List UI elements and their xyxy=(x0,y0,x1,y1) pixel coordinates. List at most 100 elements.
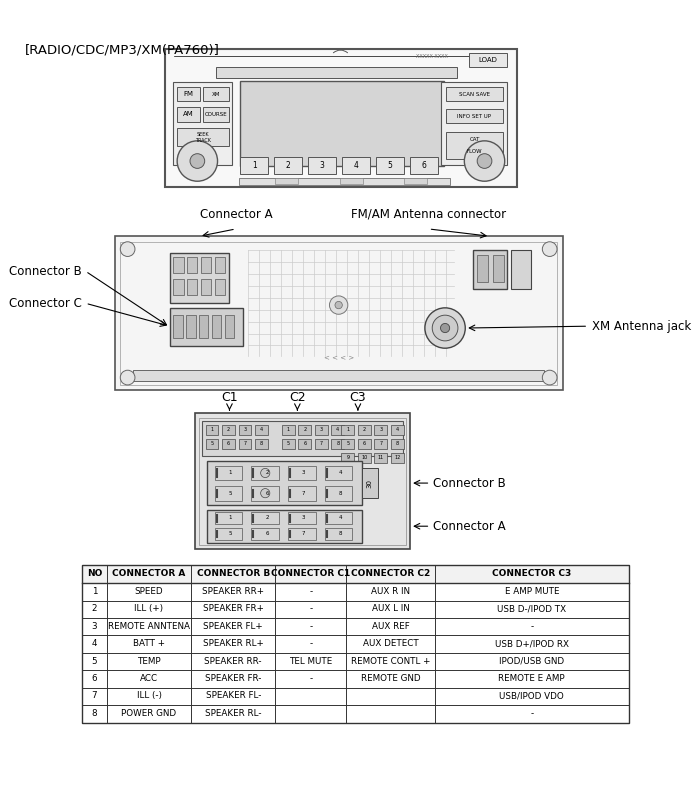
Text: USB/IPOD VDO: USB/IPOD VDO xyxy=(499,691,564,701)
Text: 6: 6 xyxy=(227,441,230,446)
Text: 8: 8 xyxy=(339,491,342,495)
Text: 4: 4 xyxy=(339,515,342,521)
Bar xyxy=(477,254,488,282)
Bar xyxy=(203,107,228,122)
Bar xyxy=(362,468,378,498)
Text: 7: 7 xyxy=(302,491,305,495)
Bar xyxy=(241,81,444,166)
Bar xyxy=(251,528,279,540)
Text: Connector C: Connector C xyxy=(9,297,82,310)
Circle shape xyxy=(542,242,557,257)
Bar xyxy=(298,439,311,450)
Text: 5: 5 xyxy=(229,531,232,536)
Circle shape xyxy=(464,141,505,181)
Bar xyxy=(174,315,183,338)
Bar xyxy=(165,49,517,186)
Text: 1: 1 xyxy=(252,161,257,170)
Text: SPEAKER FL-: SPEAKER FL- xyxy=(206,691,261,701)
Bar xyxy=(391,453,404,463)
Bar xyxy=(256,439,268,450)
Bar xyxy=(446,109,503,123)
Text: 4: 4 xyxy=(339,471,342,476)
Text: -: - xyxy=(309,604,312,613)
Text: 10: 10 xyxy=(361,455,368,460)
Text: BATT +: BATT + xyxy=(133,639,165,648)
Circle shape xyxy=(330,296,348,314)
Bar xyxy=(404,179,427,184)
Bar xyxy=(331,425,344,435)
Bar xyxy=(358,425,371,435)
Circle shape xyxy=(542,371,557,385)
Text: 4: 4 xyxy=(395,427,399,432)
Text: 3: 3 xyxy=(320,427,323,432)
Text: 2: 2 xyxy=(286,161,290,170)
Text: 1: 1 xyxy=(211,427,214,432)
Text: XM: XM xyxy=(211,92,220,96)
Text: CAT: CAT xyxy=(469,137,480,141)
Text: 5: 5 xyxy=(92,656,97,666)
Text: 1: 1 xyxy=(92,587,97,596)
Bar xyxy=(203,87,228,101)
Bar xyxy=(325,465,352,480)
Bar xyxy=(309,157,336,174)
Text: -: - xyxy=(309,639,312,648)
Bar xyxy=(315,425,328,435)
Bar xyxy=(325,513,352,525)
Circle shape xyxy=(477,154,492,168)
Text: CONNECTOR C2: CONNECTOR C2 xyxy=(351,570,430,578)
Circle shape xyxy=(260,468,270,478)
Bar xyxy=(374,425,387,435)
Text: -: - xyxy=(309,587,312,596)
Bar xyxy=(222,439,235,450)
Text: AUX L IN: AUX L IN xyxy=(372,604,410,613)
Bar xyxy=(115,236,563,390)
Bar xyxy=(177,87,200,101)
Text: 2: 2 xyxy=(92,604,97,613)
Text: C3: C3 xyxy=(349,391,366,404)
Text: 30: 30 xyxy=(367,479,373,487)
Text: INFO SET UP: INFO SET UP xyxy=(457,114,491,118)
Text: REMOTE E AMP: REMOTE E AMP xyxy=(498,674,565,683)
Bar xyxy=(377,157,404,174)
Bar xyxy=(199,418,405,544)
Text: 3: 3 xyxy=(379,427,382,432)
Bar xyxy=(251,486,279,501)
Bar xyxy=(188,258,197,273)
Bar xyxy=(298,425,311,435)
Bar xyxy=(410,157,438,174)
Text: E AMP MUTE: E AMP MUTE xyxy=(505,587,559,596)
Text: 4: 4 xyxy=(336,427,340,432)
Circle shape xyxy=(335,302,342,309)
Text: 3: 3 xyxy=(320,161,325,170)
Bar xyxy=(288,513,316,525)
Bar xyxy=(374,453,387,463)
Text: CONNECTOR A: CONNECTOR A xyxy=(112,570,186,578)
Text: C2: C2 xyxy=(289,391,306,404)
Bar xyxy=(442,82,508,164)
Text: < < < >: < < < > xyxy=(323,356,354,361)
Text: 8: 8 xyxy=(395,441,399,446)
Text: LOAD: LOAD xyxy=(479,57,498,63)
Bar xyxy=(358,439,371,450)
Circle shape xyxy=(120,371,135,385)
Text: 11: 11 xyxy=(378,455,384,460)
Bar xyxy=(325,528,352,540)
Bar xyxy=(215,465,242,480)
Text: IPOD/USB GND: IPOD/USB GND xyxy=(499,656,564,666)
Bar xyxy=(239,439,251,450)
Bar xyxy=(199,315,209,338)
Bar xyxy=(222,425,235,435)
Text: Connector B: Connector B xyxy=(433,476,506,490)
Bar xyxy=(493,254,504,282)
Bar xyxy=(511,250,531,288)
Text: SPEAKER RR+: SPEAKER RR+ xyxy=(202,587,264,596)
Bar xyxy=(446,87,503,101)
Text: AM: AM xyxy=(183,111,194,117)
Text: 3: 3 xyxy=(302,471,305,476)
Circle shape xyxy=(432,315,458,340)
Bar xyxy=(215,280,225,295)
Bar xyxy=(391,425,404,435)
Text: TEL MUTE: TEL MUTE xyxy=(289,656,332,666)
Bar xyxy=(82,565,629,583)
Text: FM/AM Antenna connector: FM/AM Antenna connector xyxy=(351,208,506,220)
